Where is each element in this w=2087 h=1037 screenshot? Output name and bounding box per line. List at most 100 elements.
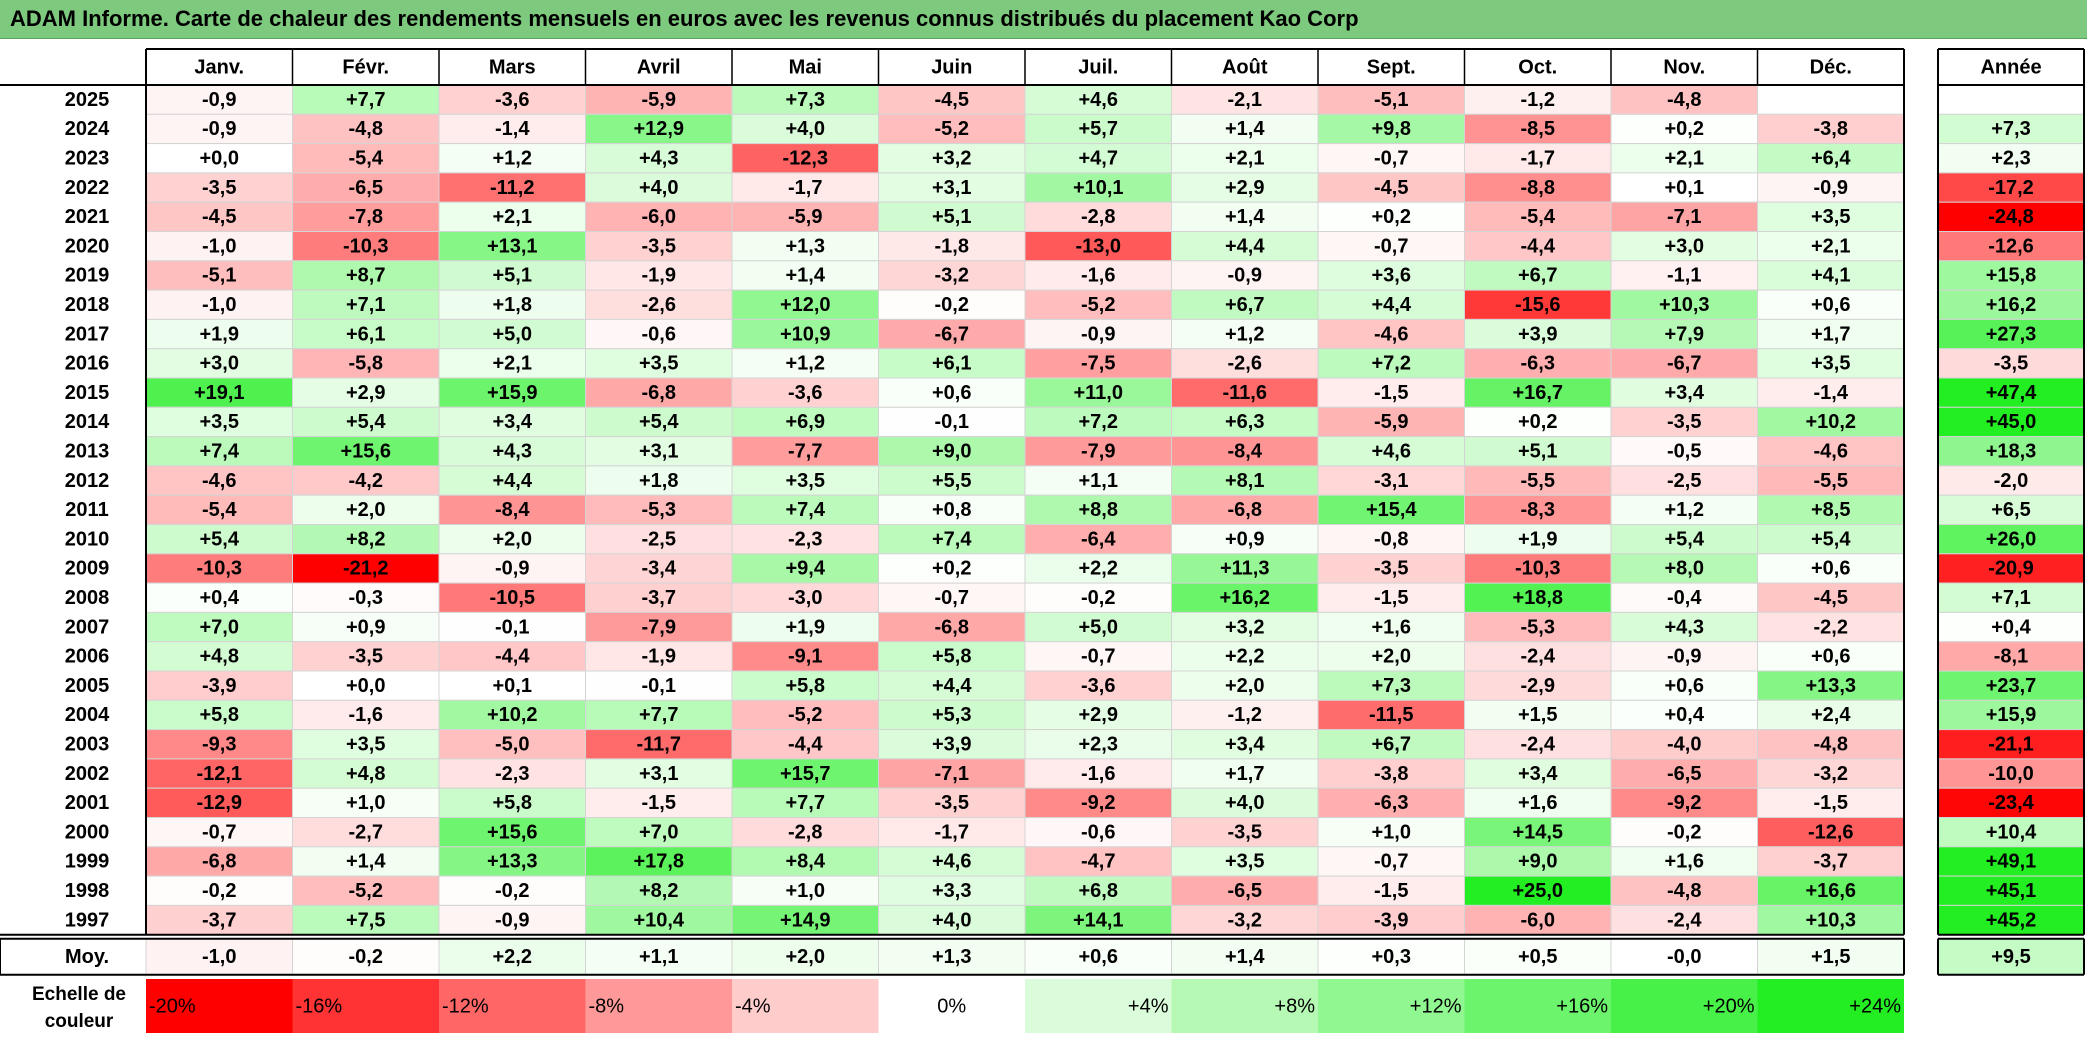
heatmap-cell <box>1757 406 1905 438</box>
cell-value: -0,9 <box>1228 265 1262 287</box>
heatmap-cell <box>1171 846 1319 877</box>
annual-value: -2,0 <box>1994 470 2028 492</box>
cell-value: +7,0 <box>639 821 678 843</box>
heatmap-cell <box>878 377 1026 408</box>
cell-value: -2,4 <box>1667 909 1702 931</box>
heatmap-cell <box>1024 231 1172 262</box>
cell-value: -1,8 <box>935 235 969 257</box>
heatmap-cell <box>1024 582 1172 613</box>
cell-value: +10,4 <box>633 909 684 931</box>
cell-value: +5,4 <box>346 411 386 433</box>
cell-value: +3,5 <box>346 734 385 756</box>
cell-value: -2,8 <box>788 821 822 843</box>
cell-value: +11,3 <box>1220 558 1270 580</box>
scale-label: Echelle de <box>32 984 126 1005</box>
scale-swatch <box>1757 979 1904 1033</box>
heatmap-cell <box>1610 113 1758 145</box>
heatmap-cell <box>1464 904 1612 936</box>
heatmap-cell <box>1464 758 1612 789</box>
cell-value: +0,6 <box>1665 675 1704 697</box>
heatmap-cell <box>1464 260 1612 291</box>
cell-value: -1,0 <box>202 235 236 257</box>
heatmap-cell <box>585 318 733 350</box>
annual-cell <box>1937 611 2085 643</box>
heatmap-cell <box>878 758 1026 789</box>
annual-value: -8,1 <box>1994 646 2028 668</box>
cell-value: +4,6 <box>1079 89 1118 111</box>
average-value: +0,5 <box>1518 946 1557 968</box>
cell-value: +4,0 <box>1225 792 1264 814</box>
cell-value: +13,3 <box>487 851 538 873</box>
heatmap-cell <box>1464 875 1612 906</box>
cell-value: +2,4 <box>1811 704 1851 726</box>
heatmap-cell <box>438 758 586 789</box>
cell-value: -8,5 <box>1521 118 1555 140</box>
heatmap-cell <box>585 377 733 408</box>
cell-value: -6,8 <box>935 616 969 638</box>
average-value: -1,0 <box>202 946 236 968</box>
heatmap-cell <box>438 582 586 613</box>
heatmap-cell <box>438 406 586 438</box>
heatmap-cell <box>1024 787 1172 819</box>
heatmap-cell <box>1757 84 1905 115</box>
cell-value: -12,6 <box>1808 821 1854 843</box>
cell-value: +3,5 <box>1811 353 1850 375</box>
heatmap-cell <box>292 553 440 584</box>
cell-value: +1,7 <box>1225 763 1264 785</box>
cell-value: -5,5 <box>1521 470 1555 492</box>
heatmap-cell <box>1610 260 1758 291</box>
cell-value: +7,4 <box>200 441 240 463</box>
cell-value: -10,3 <box>196 558 242 580</box>
cell-value: +0,9 <box>346 616 385 638</box>
cell-value: +0,8 <box>932 499 971 521</box>
cell-value: +4,0 <box>786 118 825 140</box>
cell-value: +8,8 <box>1079 499 1118 521</box>
cell-value: -4,5 <box>1374 177 1408 199</box>
cell-value: +1,0 <box>1372 821 1411 843</box>
heatmap-cell <box>292 260 440 291</box>
cell-value: +7,4 <box>786 499 826 521</box>
cell-value: +7,9 <box>1665 323 1704 345</box>
cell-value: +5,8 <box>200 704 239 726</box>
cell-value: -1,6 <box>349 704 383 726</box>
cell-value: +9,4 <box>786 558 826 580</box>
cell-value: -0,7 <box>1374 235 1408 257</box>
annual-value: +26,0 <box>1986 528 2037 550</box>
heatmap-cell <box>1464 494 1612 526</box>
cell-value: +8,4 <box>786 851 826 873</box>
scale-swatch <box>585 979 732 1033</box>
annual-value: +49,1 <box>1986 851 2037 873</box>
cell-value: -2,2 <box>1814 616 1848 638</box>
cell-value: +3,1 <box>932 177 971 199</box>
cell-value: +0,6 <box>1811 294 1850 316</box>
cell-value: +7,7 <box>786 792 825 814</box>
heatmap-cell <box>1317 875 1465 906</box>
year-label: 2006 <box>65 646 110 668</box>
heatmap-cell <box>731 494 879 526</box>
cell-value: -1,5 <box>642 792 676 814</box>
heatmap-cell <box>1610 348 1758 379</box>
heatmap-cell <box>1317 436 1465 467</box>
year-label: 2025 <box>65 89 110 111</box>
cell-value: +3,1 <box>639 763 678 785</box>
heatmap-cell <box>1171 289 1319 320</box>
heatmap-cell <box>292 201 440 232</box>
heatmap-cell <box>1317 377 1465 408</box>
heatmap-cell <box>292 436 440 467</box>
cell-value: -1,2 <box>1228 704 1262 726</box>
cell-value: +12,0 <box>780 294 831 316</box>
cell-value: -0,8 <box>1374 528 1408 550</box>
heatmap-cell <box>438 348 586 379</box>
cell-value: -7,5 <box>1081 353 1115 375</box>
cell-value: -3,0 <box>788 587 822 609</box>
cell-value: -2,4 <box>1521 646 1556 668</box>
year-label: 1997 <box>65 909 110 931</box>
cell-value: +10,2 <box>1805 411 1856 433</box>
heatmap-cell <box>292 904 440 936</box>
cell-value: +0,6 <box>932 382 971 404</box>
cell-value: +1,6 <box>1518 792 1557 814</box>
heatmap-cell <box>1171 113 1319 145</box>
cell-value: -0,9 <box>1667 646 1701 668</box>
year-label: 2013 <box>65 441 110 463</box>
cell-value: -11,5 <box>1369 704 1413 726</box>
